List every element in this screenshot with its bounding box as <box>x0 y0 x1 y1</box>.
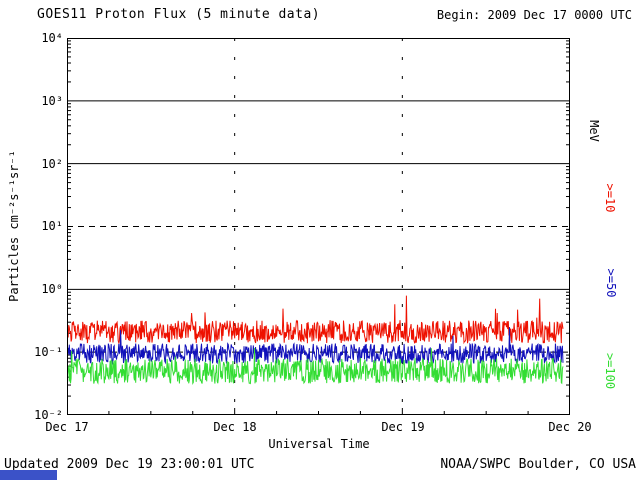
x-axis-title: Universal Time <box>268 437 370 451</box>
y-tick-label-5: 10⁻¹ <box>34 345 63 359</box>
right-series-label-ge100: >=100 <box>603 352 617 390</box>
x-tick-label-2: Dec 19 <box>381 420 425 434</box>
x-tick-label-3: Dec 20 <box>548 420 592 434</box>
x-tick-label-0: Dec 17 <box>45 420 89 434</box>
chart-title: GOES11 Proton Flux (5 minute data) <box>37 7 321 22</box>
begin-time-label: Begin: 2009 Dec 17 0000 UTC <box>436 8 632 22</box>
y-axis-title: Particles cm⁻²s⁻¹sr⁻¹ <box>7 150 21 302</box>
right-series-label-ge10: >=10 <box>603 183 617 213</box>
y-tick-label-3: 10¹ <box>41 219 63 233</box>
y-tick-label-1: 10³ <box>41 94 63 108</box>
y-tick-label-6: 10⁻² <box>34 408 63 422</box>
y-tick-label-2: 10² <box>41 157 63 171</box>
updated-timestamp: Updated 2009 Dec 19 23:00:01 UTC <box>4 457 255 472</box>
x-tick-label-1: Dec 18 <box>213 420 257 434</box>
y-tick-label-0: 10⁴ <box>41 31 63 45</box>
y-tick-label-4: 10⁰ <box>41 282 63 296</box>
chart-plot-area <box>66 38 571 415</box>
bottom-blue-bar <box>0 470 57 480</box>
plot-svg <box>66 38 571 415</box>
right-axis-unit-label: MeV <box>587 120 601 142</box>
right-series-label-ge50: >=50 <box>604 268 618 298</box>
credit-label: NOAA/SWPC Boulder, CO USA <box>440 457 636 472</box>
